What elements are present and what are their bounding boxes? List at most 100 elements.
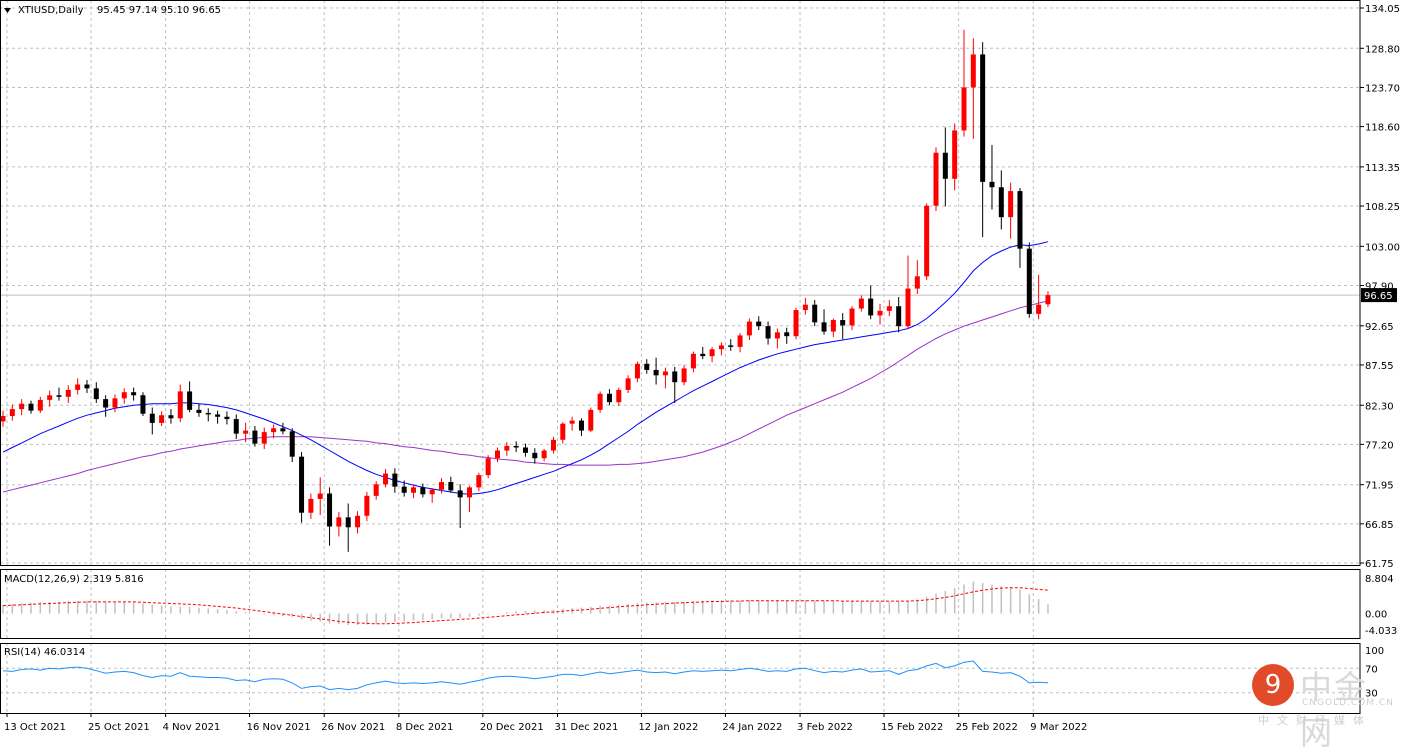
candle[interactable] (140, 392, 146, 416)
candle[interactable] (942, 127, 948, 207)
candle[interactable] (774, 328, 780, 349)
candle[interactable] (1045, 291, 1051, 307)
candle[interactable] (429, 488, 435, 503)
candle[interactable] (784, 327, 790, 344)
candle[interactable] (252, 425, 258, 447)
candle[interactable] (261, 427, 267, 450)
candle[interactable] (961, 29, 967, 137)
candle[interactable] (317, 477, 323, 516)
candle[interactable] (299, 452, 305, 523)
candle[interactable] (168, 409, 174, 424)
candle[interactable] (112, 394, 118, 413)
candle[interactable] (905, 255, 911, 330)
candle[interactable] (933, 147, 939, 212)
candle[interactable] (681, 365, 687, 386)
candle[interactable] (896, 297, 902, 333)
candle[interactable] (392, 468, 398, 493)
candle[interactable] (560, 422, 566, 444)
candle[interactable] (606, 389, 612, 406)
candle[interactable] (19, 399, 25, 416)
candle[interactable] (448, 476, 454, 493)
candle[interactable] (131, 387, 137, 401)
candle[interactable] (877, 303, 883, 325)
candle[interactable] (355, 511, 361, 534)
candle[interactable] (718, 342, 724, 356)
candle[interactable] (289, 428, 295, 463)
candle[interactable] (401, 480, 407, 497)
candle[interactable] (457, 484, 463, 529)
candle[interactable] (0, 410, 6, 427)
candle[interactable] (849, 306, 855, 331)
candle[interactable] (1008, 182, 1014, 239)
candle[interactable] (569, 416, 575, 431)
candle[interactable] (634, 361, 640, 383)
candle[interactable] (690, 351, 696, 373)
candle[interactable] (494, 447, 500, 463)
candle[interactable] (1026, 242, 1032, 318)
candle[interactable] (821, 309, 827, 335)
candlestick-series[interactable] (0, 29, 1051, 552)
candle[interactable] (75, 378, 81, 395)
candle[interactable] (177, 384, 183, 423)
candle[interactable] (56, 387, 62, 401)
candle[interactable] (159, 411, 165, 426)
candle[interactable] (625, 375, 631, 393)
candle[interactable] (522, 443, 528, 457)
candle[interactable] (196, 403, 202, 417)
candle[interactable] (504, 442, 510, 456)
candle[interactable] (280, 422, 286, 435)
candle[interactable] (709, 346, 715, 363)
candle[interactable] (224, 411, 230, 425)
candle[interactable] (9, 404, 15, 421)
candle[interactable] (597, 391, 603, 413)
candle[interactable] (383, 468, 389, 488)
candle[interactable] (980, 42, 986, 238)
candle[interactable] (868, 285, 874, 320)
symbol-dropdown-icon[interactable] (4, 8, 11, 13)
candle[interactable] (532, 448, 538, 464)
candle[interactable] (858, 295, 864, 312)
candle[interactable] (121, 388, 127, 404)
candle[interactable] (103, 395, 109, 417)
candle[interactable] (308, 493, 314, 519)
candle[interactable] (1017, 188, 1023, 268)
candle[interactable] (812, 300, 818, 327)
candle[interactable] (830, 318, 836, 337)
candle[interactable] (924, 203, 930, 281)
candle[interactable] (914, 260, 920, 294)
candle[interactable] (420, 483, 426, 498)
candle[interactable] (28, 400, 34, 414)
candle[interactable] (439, 478, 445, 494)
candle[interactable] (998, 170, 1004, 230)
candle[interactable] (47, 390, 53, 407)
candle[interactable] (541, 449, 547, 462)
candle[interactable] (37, 396, 43, 413)
candle[interactable] (336, 511, 342, 537)
candle[interactable] (271, 424, 277, 439)
candle[interactable] (65, 385, 71, 403)
candle[interactable] (1036, 274, 1042, 320)
candle[interactable] (327, 487, 333, 546)
candle[interactable] (840, 313, 846, 340)
candle[interactable] (513, 441, 519, 453)
candle[interactable] (243, 422, 249, 443)
candle[interactable] (802, 297, 808, 315)
candle[interactable] (187, 381, 193, 413)
candle[interactable] (205, 408, 211, 422)
candle[interactable] (672, 366, 678, 403)
candle[interactable] (215, 410, 221, 424)
candle[interactable] (233, 414, 239, 440)
candle[interactable] (765, 321, 771, 345)
candle[interactable] (700, 346, 706, 360)
candle[interactable] (84, 379, 90, 393)
candle[interactable] (644, 359, 650, 374)
candle[interactable] (485, 455, 491, 479)
candle[interactable] (411, 484, 417, 499)
candle[interactable] (93, 382, 99, 403)
candle[interactable] (737, 333, 743, 353)
candle[interactable] (793, 307, 799, 340)
candle[interactable] (578, 418, 584, 436)
candle[interactable] (653, 357, 659, 385)
candle[interactable] (728, 339, 734, 351)
candle[interactable] (345, 503, 351, 552)
